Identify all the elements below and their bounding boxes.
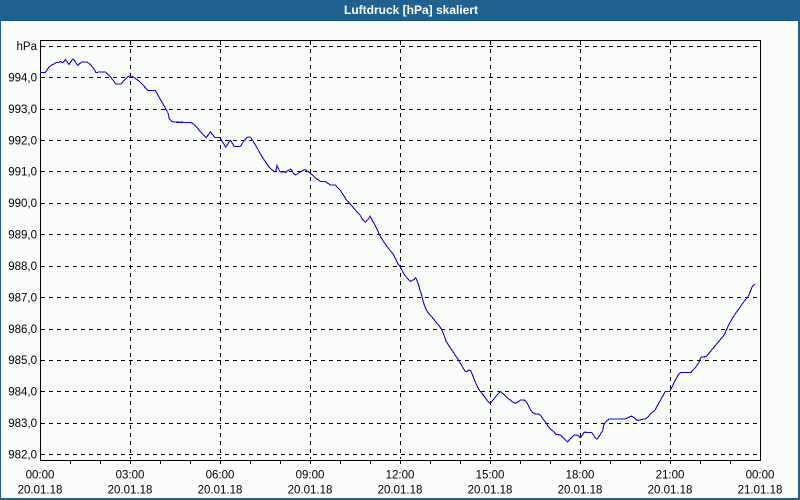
svg-text:990,0: 990,0 [8, 198, 37, 210]
svg-text:20.01.18: 20.01.18 [288, 485, 333, 497]
svg-text:985,0: 985,0 [8, 355, 37, 367]
svg-text:994,0: 994,0 [8, 73, 37, 85]
svg-text:20.01.18: 20.01.18 [558, 485, 603, 497]
svg-text:986,0: 986,0 [8, 324, 37, 336]
svg-text:09:00: 09:00 [296, 470, 325, 482]
svg-text:991,0: 991,0 [8, 167, 37, 179]
svg-text:06:00: 06:00 [206, 470, 235, 482]
svg-text:20.01.18: 20.01.18 [378, 485, 423, 497]
svg-text:988,0: 988,0 [8, 261, 37, 273]
svg-text:20.01.18: 20.01.18 [108, 485, 153, 497]
svg-text:20.01.18: 20.01.18 [18, 485, 63, 497]
svg-text:993,0: 993,0 [8, 104, 37, 116]
svg-text:982,0: 982,0 [8, 450, 37, 462]
svg-text:989,0: 989,0 [8, 230, 37, 242]
svg-text:20.01.18: 20.01.18 [468, 485, 513, 497]
svg-text:03:00: 03:00 [116, 470, 145, 482]
svg-text:21.01.18: 21.01.18 [738, 485, 783, 497]
svg-text:987,0: 987,0 [8, 293, 37, 305]
svg-text:15:00: 15:00 [476, 470, 505, 482]
svg-text:984,0: 984,0 [8, 387, 37, 399]
svg-text:983,0: 983,0 [8, 418, 37, 430]
svg-text:12:00: 12:00 [386, 470, 415, 482]
svg-text:21:00: 21:00 [656, 470, 685, 482]
svg-text:hPa: hPa [17, 41, 38, 53]
svg-text:00:00: 00:00 [26, 470, 55, 482]
svg-text:00:00: 00:00 [746, 470, 775, 482]
svg-text:992,0: 992,0 [8, 136, 37, 148]
svg-text:18:00: 18:00 [566, 470, 595, 482]
svg-text:20.01.18: 20.01.18 [648, 485, 693, 497]
svg-text:20.01.18: 20.01.18 [198, 485, 243, 497]
